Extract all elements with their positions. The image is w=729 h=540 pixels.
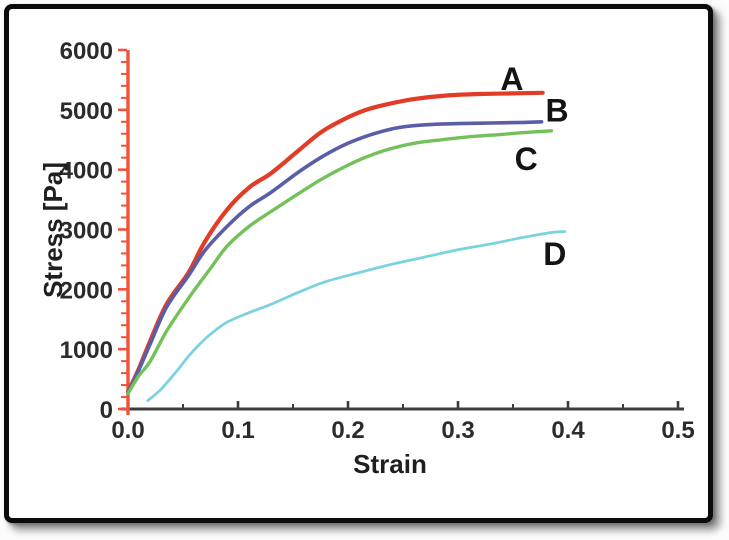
curves: ABC D [125, 61, 569, 402]
y-tick-label: 3000 [60, 218, 113, 245]
y-tick-label: 4000 [60, 158, 113, 185]
y-axis-title: Stress [Pa] [38, 162, 68, 298]
figure-frame [4, 4, 713, 523]
curve-label-A: A [500, 61, 523, 97]
curve-C [126, 129, 554, 396]
x-axis: 0.0 0.1 0.2 0.3 0.4 0.5 Strain [111, 401, 695, 479]
curve-A [125, 90, 545, 395]
curve-B [126, 120, 544, 395]
x-tick-label: 0.1 [221, 417, 254, 444]
x-tick-label: 0.0 [111, 417, 144, 444]
curve-label-B: B [545, 93, 568, 129]
curve-label-D: D [543, 236, 566, 272]
y-tick-label: 0 [100, 397, 113, 424]
y-tick-label: 2000 [60, 277, 113, 304]
x-tick-label: 0.2 [331, 417, 364, 444]
curve-D [146, 230, 567, 402]
x-tick-label: 0.5 [661, 417, 694, 444]
y-tick-label: 6000 [60, 38, 113, 65]
x-tick-label: 0.3 [441, 417, 474, 444]
x-tick-label: 0.4 [551, 417, 585, 444]
y-tick-label: 5000 [60, 98, 113, 125]
y-tick-label: 1000 [60, 337, 113, 364]
y-axis: 0 1000 2000 3000 4000 5000 6000 Stress [Pa] [38, 38, 130, 424]
curve-label-C: C [515, 141, 538, 177]
x-axis-title: Strain [353, 449, 427, 479]
